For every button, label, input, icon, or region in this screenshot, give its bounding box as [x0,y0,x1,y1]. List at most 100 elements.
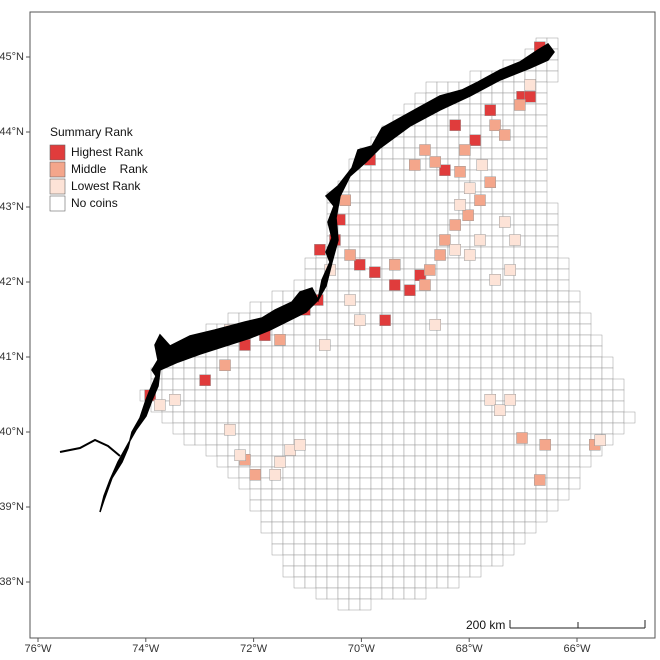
ranked-cell [409,159,421,171]
grid-cell [502,488,515,501]
grid-cell [205,422,218,435]
grid-cell [304,422,317,435]
grid-cell [337,422,350,435]
grid-cell [480,422,493,435]
grid-cell [260,510,273,523]
grid-cell [370,246,383,259]
grid-cell [260,400,273,413]
grid-cell [271,367,284,380]
grid-cell [260,367,273,380]
grid-cell [348,213,361,226]
grid-cell [348,587,361,600]
grid-cell [502,433,515,446]
grid-cell [359,554,372,567]
legend-label: Middle Rank [71,162,149,176]
grid-cell [403,213,416,226]
grid-cell [491,444,504,457]
grid-cell [326,400,339,413]
grid-cell [425,477,438,490]
grid-cell [436,334,449,347]
grid-cell [480,378,493,391]
grid-cell [194,356,207,369]
grid-cell [425,356,438,369]
grid-cell [414,543,427,556]
grid-cell [370,378,383,391]
grid-cell [469,70,482,83]
grid-cell [557,389,570,402]
grid-cell [326,543,339,556]
grid-cell [304,367,317,380]
grid-cell [557,433,570,446]
grid-cell [348,543,361,556]
grid-cell [436,180,449,193]
grid-cell [425,521,438,534]
grid-cell [403,136,416,149]
grid-cell [480,510,493,523]
grid-cell [480,521,493,534]
ranked-cell [169,394,181,406]
grid-cell [260,433,273,446]
grid-cell [348,224,361,237]
grid-cell [172,422,185,435]
grid-cell [436,422,449,435]
grid-cell [315,356,328,369]
grid-cell [392,312,405,325]
grid-cell [447,576,460,589]
grid-cell [425,191,438,204]
ranked-cell [484,104,496,116]
grid-cell [392,389,405,402]
grid-cell [524,455,537,468]
grid-cell [227,389,240,402]
grid-cell [480,543,493,556]
grid-cell [370,576,383,589]
ranked-cell [459,144,471,156]
grid-cell [458,389,471,402]
grid-cell [326,477,339,490]
grid-cell [381,554,394,567]
grid-cell [447,367,460,380]
grid-cell [348,180,361,193]
grid-cell [447,444,460,457]
grid-cell [293,554,306,567]
grid-cell [469,169,482,182]
grid-cell [557,279,570,292]
grid-cell [403,323,416,336]
grid-cell [524,136,537,149]
grid-cell [315,455,328,468]
grid-cell [557,488,570,501]
grid-cell [535,103,548,116]
grid-cell [249,444,262,457]
grid-cell [359,411,372,424]
grid-cell [359,598,372,611]
grid-cell [315,543,328,556]
grid-cell [282,356,295,369]
grid-cell [282,554,295,567]
grid-cell [436,488,449,501]
grid-cell [480,213,493,226]
grid-cell [469,521,482,534]
grid-cell [227,312,240,325]
grid-cell [304,532,317,545]
grid-cell [370,554,383,567]
grid-cell [359,279,372,292]
grid-cell [348,356,361,369]
grid-cell [579,345,592,358]
grid-cell [370,235,383,248]
grid-cell [436,543,449,556]
ranked-cell [489,119,501,131]
grid-cell [337,587,350,600]
grid-cell [502,455,515,468]
grid-cell [392,213,405,226]
grid-cell [568,290,581,303]
grid-cell [172,378,185,391]
grid-cell [524,279,537,292]
grid-cell [293,411,306,424]
grid-cell [557,411,570,424]
grid-cell [326,378,339,391]
grid-cell [568,356,581,369]
ranked-cell [476,159,488,171]
grid-cell [502,92,515,105]
grid-cell [491,191,504,204]
grid-cell [359,521,372,534]
grid-cell [414,345,427,358]
